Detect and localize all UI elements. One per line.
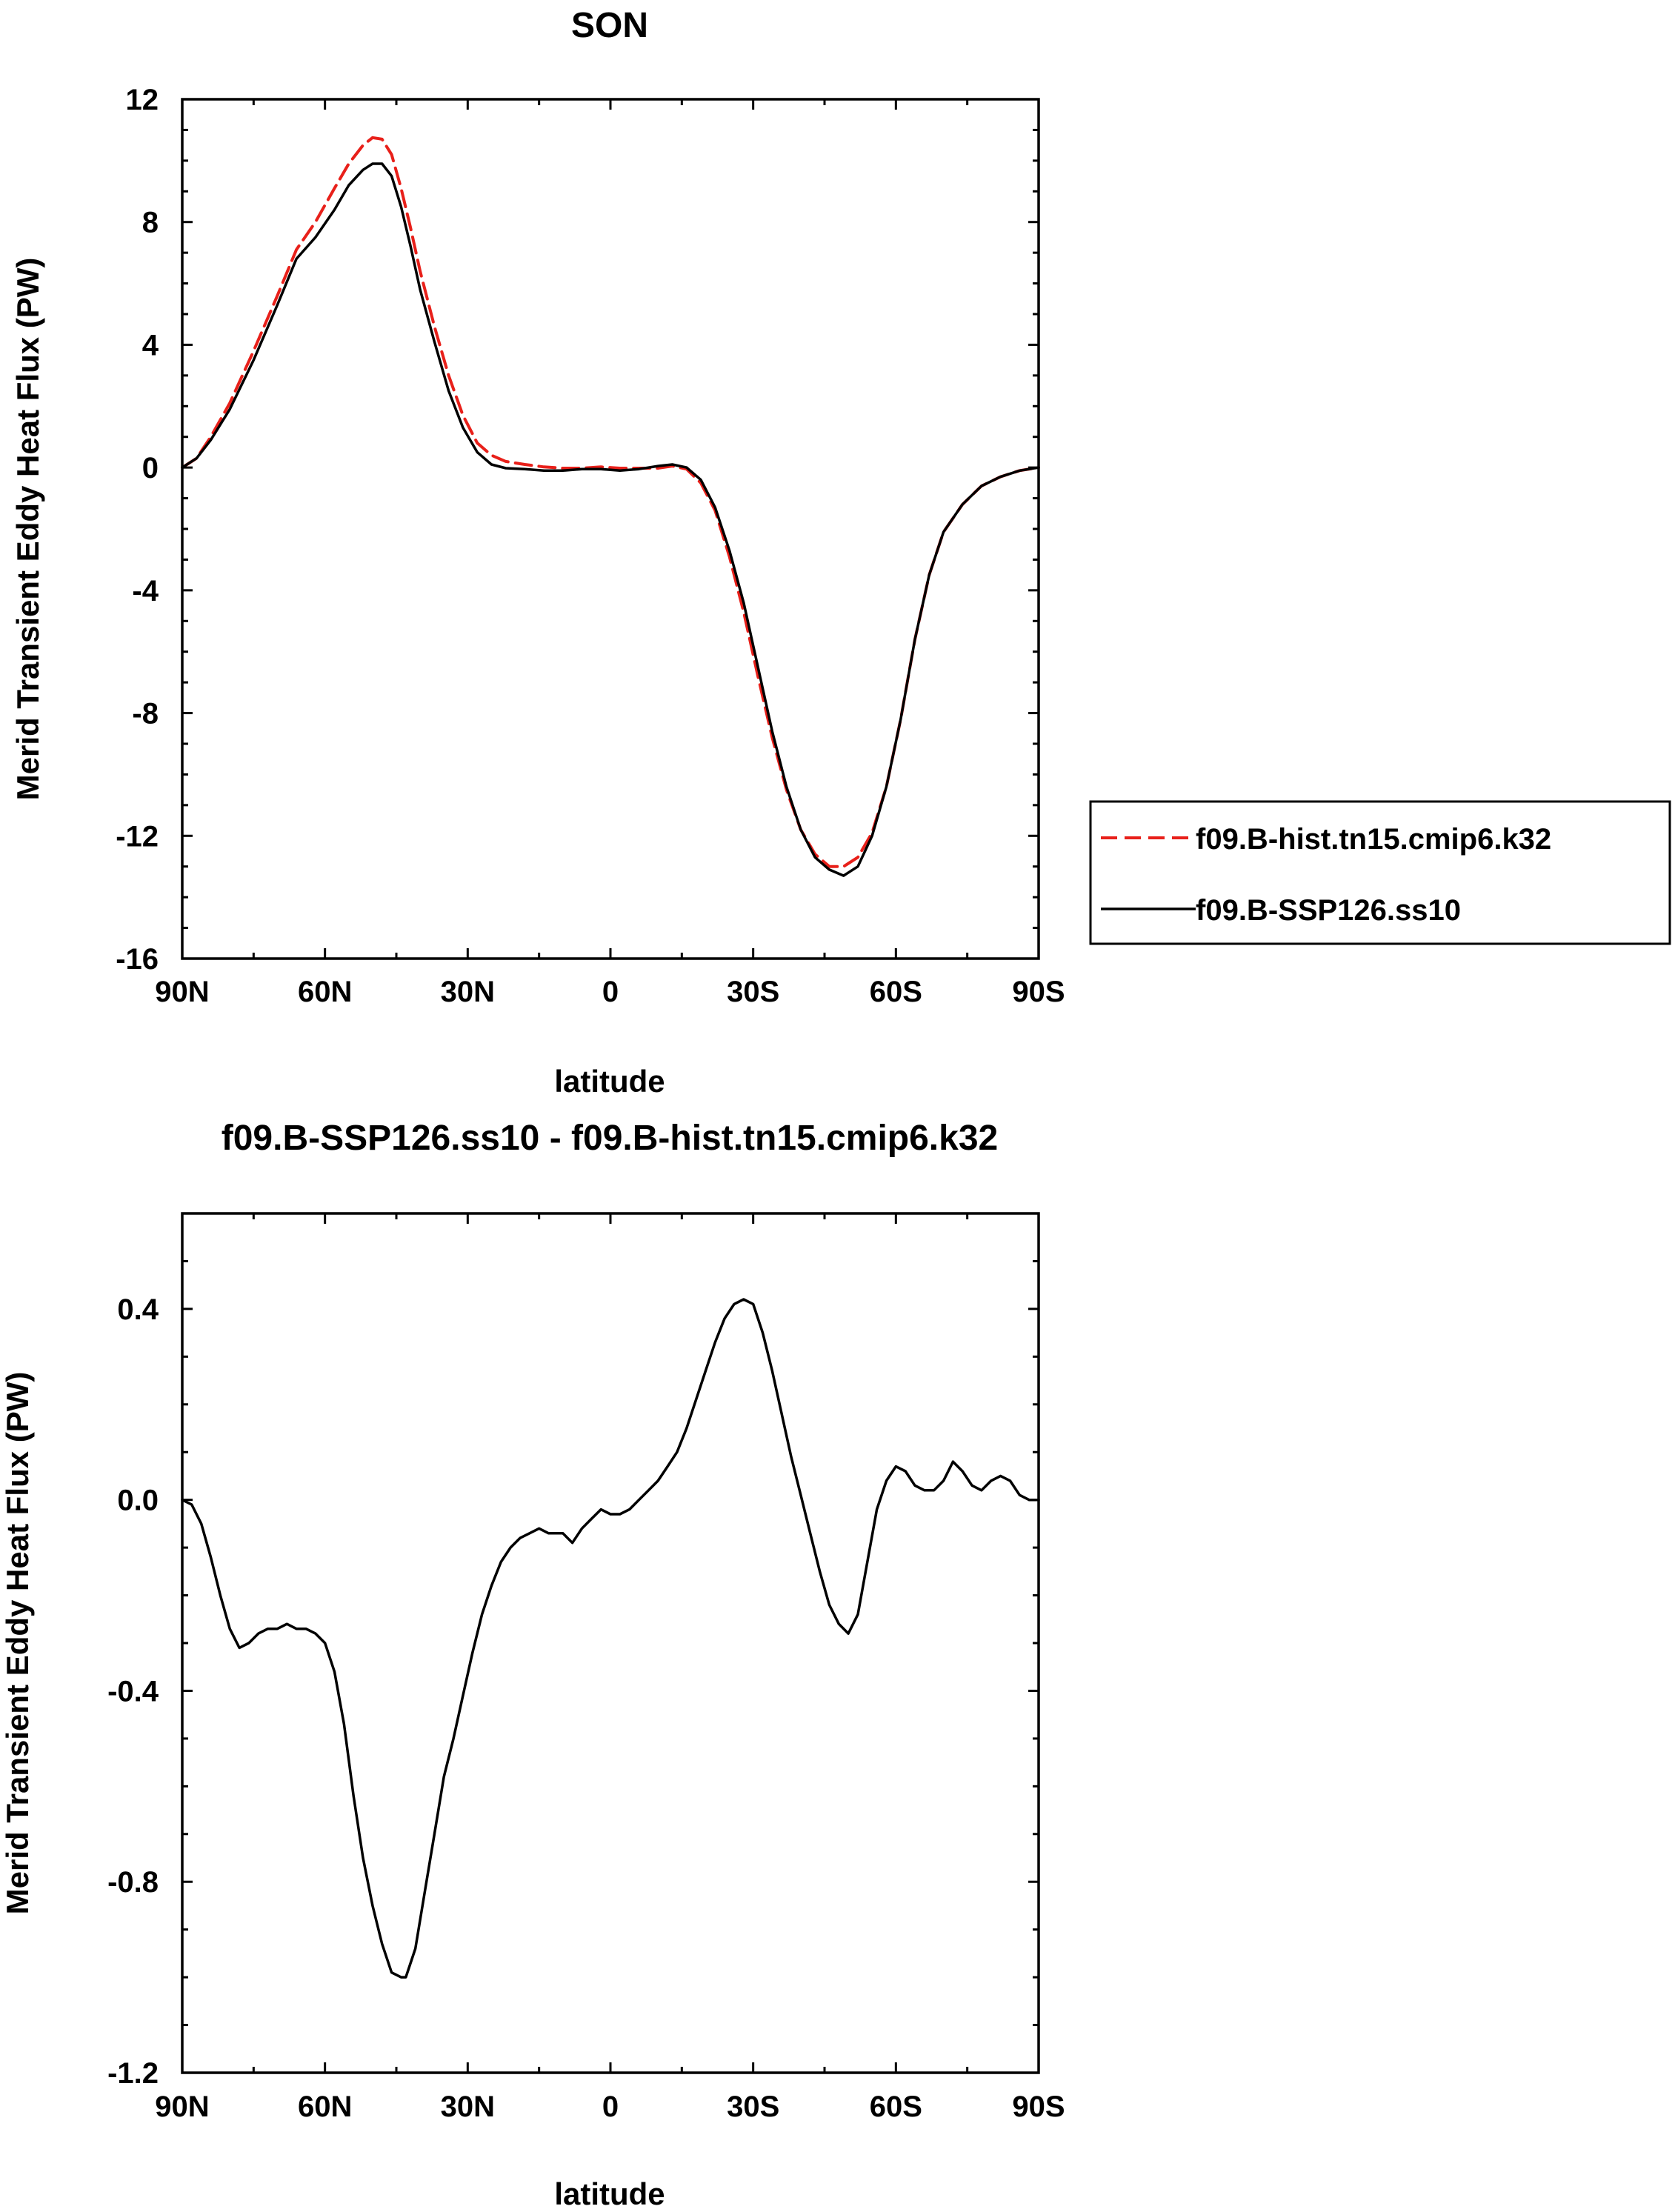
bottom-x-tick-label-60n: 60N	[298, 2091, 352, 2123]
bottom-series-line-0	[181, 1298, 1040, 1979]
bottom-panel: f09.B-SSP126.ss10 - f09.B-hist.tn15.cmip…	[0, 1119, 1065, 2211]
legend-label-ssp126: f09.B-SSP126.ss10	[1196, 894, 1461, 927]
top-panel-title: SON	[571, 6, 648, 45]
top-y-tick-label-8: 8	[142, 207, 159, 239]
bottom-x-tick-label-30s: 30S	[727, 2091, 779, 2123]
top-series-line-0	[181, 136, 1040, 868]
top-panel-y-axis-label: Merid Transient Eddy Heat Flux (PW)	[10, 258, 45, 801]
bottom-x-tick-label-0: 0	[602, 2091, 619, 2123]
top-x-tick-label-30s: 30S	[727, 976, 779, 1008]
top-x-tick-label-60s: 60S	[870, 976, 922, 1008]
bottom-x-tick-label-90s: 90S	[1012, 2091, 1065, 2123]
bottom-y-tick-label-0.4: 0.4	[117, 1293, 159, 1326]
top-y-tick-label-neg16: -16	[116, 943, 159, 976]
bottom-x-tick-label-60s: 60S	[870, 2091, 922, 2123]
bottom-panel-ticks	[181, 1212, 1040, 2074]
bottom-panel-x-tick-labels: 90N 60N 30N 0 30S 60S 90S	[155, 2091, 1065, 2123]
bottom-panel-title: f09.B-SSP126.ss10 - f09.B-hist.tn15.cmip…	[222, 1119, 998, 1158]
bottom-panel-y-axis-label: Merid Transient Eddy Heat Flux (PW)	[0, 1372, 35, 1915]
top-x-tick-label-90n: 90N	[155, 976, 209, 1008]
top-panel-y-tick-labels: 12 8 4 0 -4 -8 -12 -16	[116, 84, 159, 976]
top-panel-x-axis-label: latitude	[554, 1064, 665, 1099]
top-panel-series-layer	[181, 136, 1040, 877]
bottom-panel-frame	[181, 1212, 1040, 2074]
top-x-tick-label-60n: 60N	[298, 976, 352, 1008]
top-series-line-1	[181, 162, 1040, 877]
top-y-tick-label-12: 12	[126, 84, 159, 116]
bottom-y-tick-label-neg1.2: -1.2	[107, 2057, 159, 2090]
bottom-x-tick-label-90n: 90N	[155, 2091, 209, 2123]
legend-box	[1089, 800, 1671, 945]
top-y-tick-label-neg12: -12	[116, 820, 159, 853]
bottom-y-tick-label-0.0: 0.0	[117, 1485, 159, 1517]
top-x-tick-label-0: 0	[602, 976, 619, 1008]
legend-label-hist: f09.B-hist.tn15.cmip6.k32	[1196, 823, 1551, 856]
top-panel-ticks	[181, 98, 1040, 960]
top-panel-x-tick-labels: 90N 60N 30N 0 30S 60S 90S	[155, 976, 1065, 1008]
top-y-tick-label-4: 4	[142, 329, 159, 362]
bottom-panel-x-axis-label: latitude	[554, 2176, 665, 2211]
bottom-x-tick-label-30n: 30N	[441, 2091, 495, 2123]
top-x-tick-label-90s: 90S	[1012, 976, 1065, 1008]
bottom-panel-y-tick-labels: 0.4 0.0 -0.4 -0.8 -1.2	[107, 1293, 159, 2090]
legend: f09.B-hist.tn15.cmip6.k32 f09.B-SSP126.s…	[1089, 800, 1671, 945]
top-y-tick-label-0: 0	[142, 452, 159, 484]
bottom-panel-series-layer	[181, 1298, 1040, 1979]
top-y-tick-label-neg4: -4	[132, 575, 159, 607]
top-panel: SON 90N 60N 30N 0 30S 60S 90S 12 8 4 0 -…	[10, 6, 1671, 1099]
bottom-y-tick-label-neg0.8: -0.8	[107, 1866, 159, 1899]
top-y-tick-label-neg8: -8	[132, 698, 159, 730]
bottom-y-tick-label-neg0.4: -0.4	[107, 1675, 159, 1708]
top-x-tick-label-30n: 30N	[441, 976, 495, 1008]
